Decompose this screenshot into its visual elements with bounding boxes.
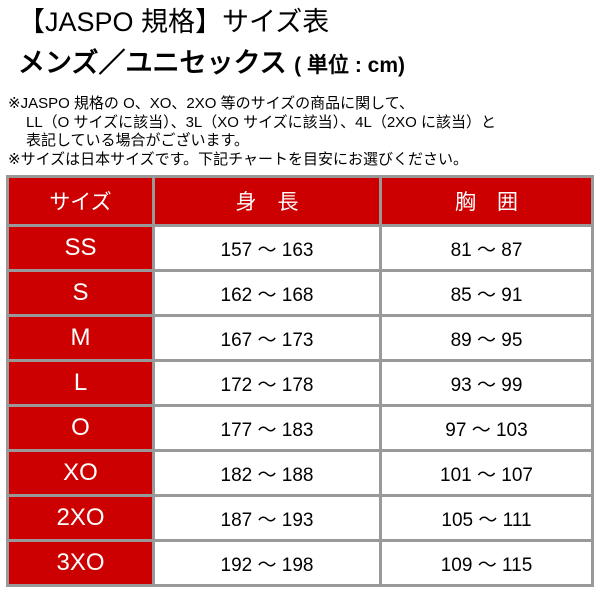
unit-label: ( 単位 : cm)	[294, 54, 406, 77]
note-line: ※サイズは日本サイズです。下記チャートを目安にお選びください。	[8, 150, 469, 168]
table-row: M 167 ～ 173 89 ～ 95	[6, 314, 594, 362]
table-header-row: サイズ 身 長 胸 囲	[6, 175, 594, 227]
cell-height: 192 ～ 198	[152, 539, 382, 587]
table-row: L 172 ～ 178 93 ～ 99	[6, 359, 594, 407]
cell-size: S	[6, 269, 155, 317]
cell-chest: 109 ～ 115	[379, 539, 594, 587]
cell-size: L	[6, 359, 155, 407]
table-row: 3XO 192 ～ 198 109 ～ 115	[6, 539, 594, 587]
cell-height: 182 ～ 188	[152, 449, 382, 497]
cell-chest: 93 ～ 99	[379, 359, 594, 407]
notes: ※JASPO 規格の O、XO、2XO 等のサイズの商品に関して、 LL（O サ…	[8, 95, 496, 169]
cell-height: 157 ～ 163	[152, 224, 382, 272]
header-chest: 胸 囲	[379, 175, 594, 227]
note-line: LL（O サイズに該当）、3L（XO サイズに該当）、4L（2XO に該当）と	[26, 113, 497, 131]
cell-size: 3XO	[6, 539, 155, 587]
cell-height: 187 ～ 193	[152, 494, 382, 542]
page-title: 【JASPO 規格】サイズ表	[18, 7, 330, 37]
cell-chest: 81 ～ 87	[379, 224, 594, 272]
cell-chest: 97 ～ 103	[379, 404, 594, 452]
cell-size: M	[6, 314, 155, 362]
note-line: 表記している場合がございます。	[26, 132, 250, 149]
table-row: O 177 ～ 183 97 ～ 103	[6, 404, 594, 452]
cell-chest: 105 ～ 111	[379, 494, 594, 542]
cell-chest: 85 ～ 91	[379, 269, 594, 317]
size-table: サイズ 身 長 胸 囲 SS 157 ～ 163 81 ～ 87 S 162 ～ 168…	[6, 175, 594, 587]
table-row: 2XO 187 ～ 193 105 ～ 111	[6, 494, 594, 542]
cell-size: O	[6, 404, 155, 452]
cell-size: XO	[6, 449, 155, 497]
cell-size: 2XO	[6, 494, 155, 542]
cell-height: 167 ～ 173	[152, 314, 382, 362]
subtitle-text: メンズ／ユニセックス	[18, 48, 287, 78]
cell-height: 177 ～ 183	[152, 404, 382, 452]
subtitle: メンズ／ユニセックス ( 単位 : cm)	[18, 46, 405, 83]
cell-chest: 89 ～ 95	[379, 314, 594, 362]
cell-size: SS	[6, 224, 155, 272]
cell-chest: 101 ～ 107	[379, 449, 594, 497]
table-row: XO 182 ～ 188 101 ～ 107	[6, 449, 594, 497]
note-line: ※JASPO 規格の O、XO、2XO 等のサイズの商品に関して、	[8, 95, 414, 112]
table-row: S 162 ～ 168 85 ～ 91	[6, 269, 594, 317]
cell-height: 162 ～ 168	[152, 269, 382, 317]
header-size: サイズ	[6, 175, 155, 227]
table-row: SS 157 ～ 163 81 ～ 87	[6, 224, 594, 272]
cell-height: 172 ～ 178	[152, 359, 382, 407]
header-height: 身 長	[152, 175, 382, 227]
